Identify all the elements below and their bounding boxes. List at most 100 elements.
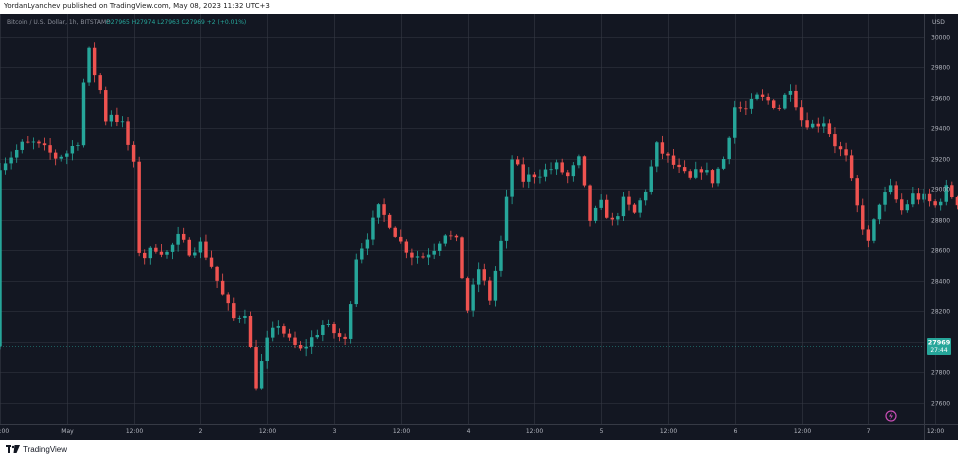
candle <box>716 166 720 187</box>
x-tick-label: 7 <box>867 428 871 435</box>
candle <box>783 93 787 110</box>
candle <box>243 309 247 324</box>
candle <box>577 154 581 169</box>
candle <box>671 148 676 169</box>
candle <box>805 112 809 130</box>
candle <box>911 186 915 208</box>
candle <box>0 162 2 350</box>
x-tick-label: 12:00 <box>660 428 677 435</box>
candle <box>549 162 553 175</box>
candle <box>232 297 236 321</box>
x-tick-label: 12:00 <box>0 428 9 435</box>
y-tick-label: 29200 <box>931 157 950 164</box>
candle <box>521 157 525 188</box>
footer-brand: TradingView <box>23 444 68 454</box>
candle <box>504 189 509 249</box>
candle <box>938 198 943 211</box>
chart-area[interactable]: Bitcoin / U.S. Dollar, 1h, BITSTAMP O279… <box>0 14 958 440</box>
candle <box>98 73 102 94</box>
candle <box>955 195 958 210</box>
candle <box>822 116 826 133</box>
candle <box>148 246 153 265</box>
candle <box>838 141 843 157</box>
candle <box>376 203 381 224</box>
candle <box>399 229 403 244</box>
last-price-tag-bg <box>927 338 951 355</box>
candle <box>627 190 631 211</box>
candle <box>449 230 453 240</box>
candle <box>861 198 865 235</box>
candle <box>755 92 759 101</box>
candle <box>254 339 258 391</box>
candle <box>604 194 609 219</box>
candle <box>371 210 375 246</box>
candle <box>438 241 442 256</box>
candle <box>165 249 169 259</box>
candle <box>3 157 8 175</box>
candle <box>827 119 832 138</box>
x-tick-label: 12:00 <box>259 428 276 435</box>
candle <box>309 330 314 354</box>
chart-background <box>0 14 958 440</box>
x-tick-label: 12:00 <box>794 428 811 435</box>
candle <box>872 218 876 244</box>
chart-marker-icon[interactable] <box>885 410 897 422</box>
candle <box>877 203 882 225</box>
candle <box>298 341 303 351</box>
y-tick-label: 29400 <box>931 126 950 133</box>
candle <box>204 234 208 261</box>
candle <box>276 320 281 335</box>
candles-group <box>0 42 958 391</box>
candle <box>332 321 336 339</box>
candle <box>488 276 492 305</box>
candle <box>721 156 726 171</box>
candle <box>70 140 75 161</box>
candle <box>387 213 392 230</box>
candle <box>176 226 180 252</box>
candle <box>31 137 36 150</box>
candle <box>905 199 910 213</box>
candle <box>259 353 264 390</box>
x-tick-label: 3 <box>333 428 337 435</box>
candle <box>632 203 637 214</box>
candle <box>933 199 937 208</box>
candle <box>766 93 770 105</box>
candle <box>833 127 837 154</box>
candle <box>760 89 765 101</box>
x-tick-label: 12:00 <box>927 428 944 435</box>
y-tick-label: 28800 <box>931 218 950 225</box>
candle <box>532 171 537 184</box>
candle <box>593 205 598 224</box>
time-axis[interactable]: 12:00 May 12:00 2 12:00 3 12:00 4 12:00 5 12:00 6 12… <box>0 424 958 436</box>
y-tick-label: 27800 <box>931 370 950 377</box>
candle <box>9 151 13 170</box>
candle <box>454 234 459 242</box>
candle <box>215 265 219 289</box>
last-price-tag: 27969 27:44 <box>927 338 951 355</box>
y-tick-label: 28400 <box>931 279 950 286</box>
candle-countdown: 27:44 <box>930 347 947 354</box>
candle <box>538 169 542 184</box>
candle <box>471 278 475 317</box>
candle <box>638 197 642 218</box>
candle <box>443 234 448 247</box>
candlestick-chart[interactable]: Bitcoin / U.S. Dollar, 1h, BITSTAMP O279… <box>0 14 958 440</box>
x-tick-label: May <box>61 428 74 435</box>
candle <box>566 169 570 184</box>
candle <box>643 189 648 206</box>
candle <box>65 150 69 165</box>
y-tick-label: 29800 <box>931 65 950 72</box>
y-tick-label: 29600 <box>931 96 950 103</box>
x-tick-label: 2 <box>199 428 203 435</box>
candle <box>26 135 30 144</box>
candle <box>326 319 331 328</box>
candle <box>710 168 715 188</box>
candle <box>927 188 932 207</box>
x-tick-label: 12:00 <box>393 428 410 435</box>
candle <box>465 276 470 314</box>
y-tick-label: 30000 <box>931 35 950 42</box>
candle <box>265 330 269 369</box>
candle <box>571 162 576 182</box>
candle <box>154 244 158 254</box>
candle <box>81 78 86 148</box>
